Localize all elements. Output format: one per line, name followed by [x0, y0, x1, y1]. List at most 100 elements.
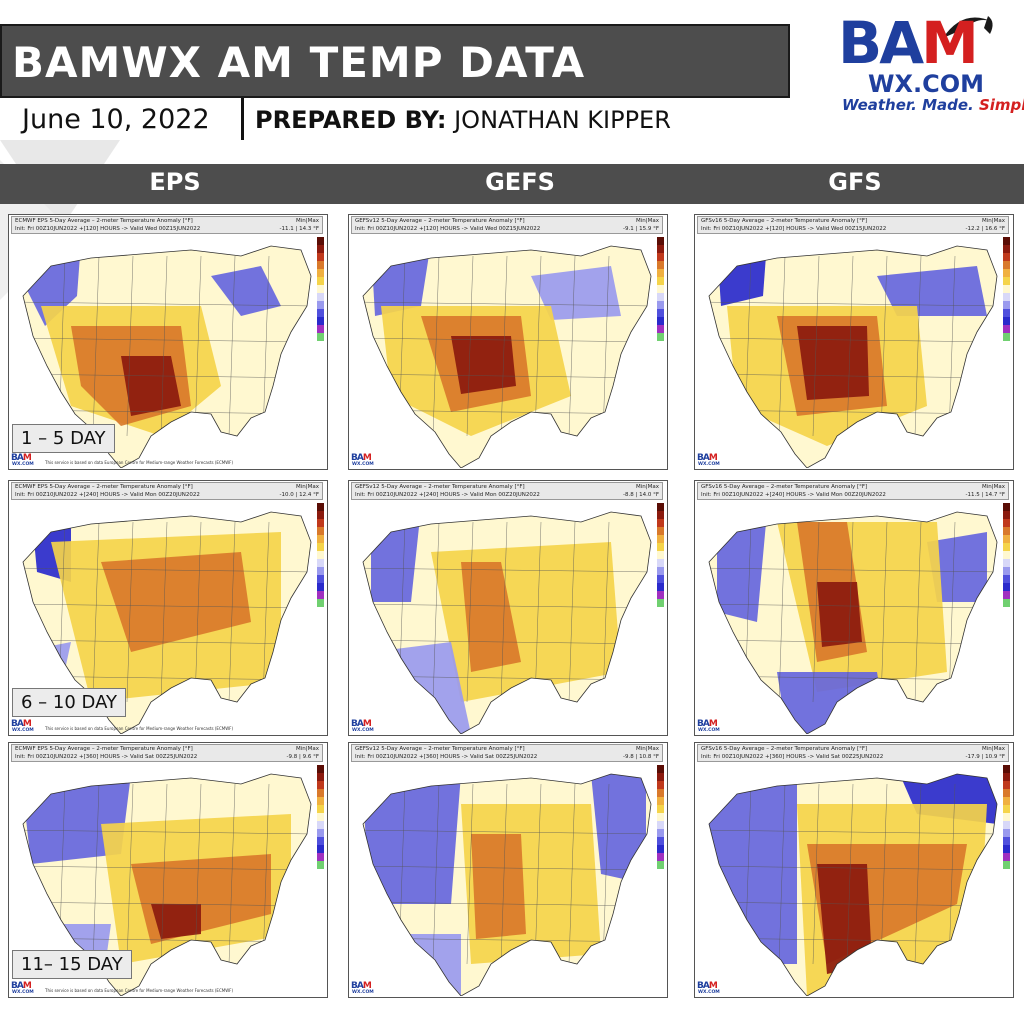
coastline — [362, 773, 652, 996]
mini-logo-a: A — [356, 719, 364, 729]
legend-swatch — [317, 861, 324, 869]
map-title: ECMWF EPS 5-Day Average – 2-meter Temper… — [15, 746, 193, 752]
color-scale-legend — [317, 765, 324, 869]
legend-swatch — [657, 837, 664, 845]
anomaly-region — [101, 552, 251, 652]
mini-logo-wx: WX.COM — [352, 462, 374, 467]
map-panel-gfs_2: GFSv16 5-Day Average – 2-meter Temperatu… — [694, 480, 1014, 736]
state-border — [92, 521, 100, 703]
state-border — [846, 255, 854, 437]
state-border — [194, 255, 202, 437]
map-minmax-value: -8.8 | 14.0 °F — [623, 492, 659, 498]
legend-swatch — [317, 237, 324, 245]
state-border — [23, 567, 311, 573]
state-border — [568, 255, 576, 437]
legend-swatch — [317, 765, 324, 773]
map-init-time: Init: Fri 00Z10JUN2022 +[120] HOURS -> V… — [355, 226, 541, 232]
legend-swatch — [1003, 575, 1010, 583]
page-title: BAMWX AM TEMP DATA — [12, 38, 586, 87]
legend-swatch — [1003, 277, 1010, 285]
legend-swatch — [1003, 559, 1010, 567]
map-minmax-value: -10.0 | 12.4 °F — [279, 492, 320, 498]
legend-swatch — [317, 797, 324, 805]
legend-swatch — [657, 535, 664, 543]
legend-swatch — [1003, 567, 1010, 575]
mini-logo-a: A — [16, 453, 24, 463]
anomaly-region — [817, 864, 872, 974]
mini-bamwx-logo: BAM WX.COM — [11, 453, 41, 467]
legend-swatch — [317, 325, 324, 333]
state-border — [709, 829, 997, 835]
state-border — [880, 255, 888, 437]
color-scale-legend — [317, 503, 324, 607]
header-divider — [241, 98, 244, 140]
map-minmax-label: Min|Max — [296, 746, 319, 752]
state-border — [709, 865, 997, 871]
state-border — [778, 255, 786, 437]
legend-swatch — [1003, 861, 1010, 869]
legend-swatch — [317, 813, 324, 821]
map-panel-header: GFSv16 5-Day Average – 2-meter Temperatu… — [697, 482, 1009, 500]
mini-logo-b: B — [697, 719, 704, 729]
state-border — [709, 301, 997, 307]
day-range-label: 6 – 10 DAY — [12, 688, 126, 717]
state-border — [126, 783, 134, 965]
state-border — [812, 783, 820, 965]
map-panel-header: GFSv16 5-Day Average – 2-meter Temperatu… — [697, 744, 1009, 762]
legend-swatch — [1003, 583, 1010, 591]
prepared-label: PREPARED BY: — [255, 106, 447, 134]
column-header-bar — [0, 164, 1024, 204]
legend-swatch — [657, 277, 664, 285]
mini-logo-bam: BAM — [351, 719, 372, 729]
legend-swatch — [657, 333, 664, 341]
state-border — [602, 783, 610, 965]
legend-swatch — [317, 599, 324, 607]
state-border — [500, 521, 508, 703]
mini-logo-wx: WX.COM — [12, 990, 34, 995]
state-border — [363, 567, 651, 573]
legend-swatch — [1003, 527, 1010, 535]
ecmwf-credit: This service is based on data European C… — [45, 726, 234, 731]
map-init-time: Init: Fri 00Z10JUN2022 +[360] HOURS -> V… — [701, 754, 884, 760]
legend-swatch — [1003, 261, 1010, 269]
map-minmax-value: -9.8 | 10.8 °F — [623, 754, 659, 760]
mini-logo-a: A — [702, 981, 710, 991]
legend-swatch — [657, 797, 664, 805]
color-scale-legend — [317, 237, 324, 341]
state-border — [92, 783, 100, 965]
state-border — [23, 901, 311, 907]
map-panel-header: ECMWF EPS 5-Day Average – 2-meter Temper… — [11, 744, 323, 762]
state-border — [709, 373, 997, 379]
state-border — [880, 783, 888, 965]
state-border — [194, 521, 202, 703]
color-scale-legend — [657, 237, 664, 341]
mini-logo-m: M — [708, 719, 718, 729]
mini-logo-b: B — [11, 453, 18, 463]
map-minmax-value: -12.2 | 16.6 °F — [965, 226, 1006, 232]
map-minmax-label: Min|Max — [636, 746, 659, 752]
map-minmax-label: Min|Max — [636, 484, 659, 490]
state-border — [228, 783, 236, 965]
mini-logo-wx: WX.COM — [352, 990, 374, 995]
legend-swatch — [317, 317, 324, 325]
state-border — [709, 337, 997, 343]
anomaly-region — [471, 834, 526, 939]
coastline — [362, 511, 652, 734]
map-minmax-label: Min|Max — [296, 218, 319, 224]
legend-swatch — [657, 551, 664, 559]
map-panel-header: GFSv16 5-Day Average – 2-meter Temperatu… — [697, 216, 1009, 234]
color-scale-legend — [1003, 503, 1010, 607]
legend-swatch — [317, 245, 324, 253]
legend-swatch — [317, 253, 324, 261]
legend-swatch — [657, 599, 664, 607]
legend-swatch — [317, 845, 324, 853]
map-title: ECMWF EPS 5-Day Average – 2-meter Temper… — [15, 484, 193, 490]
map-minmax-label: Min|Max — [982, 746, 1005, 752]
mini-logo-m: M — [362, 453, 372, 463]
anomaly-region — [797, 326, 869, 400]
legend-swatch — [657, 781, 664, 789]
mini-bamwx-logo: BAM WX.COM — [351, 719, 381, 733]
legend-swatch — [317, 559, 324, 567]
ecmwf-credit: This service is based on data European C… — [45, 460, 234, 465]
legend-swatch — [657, 575, 664, 583]
